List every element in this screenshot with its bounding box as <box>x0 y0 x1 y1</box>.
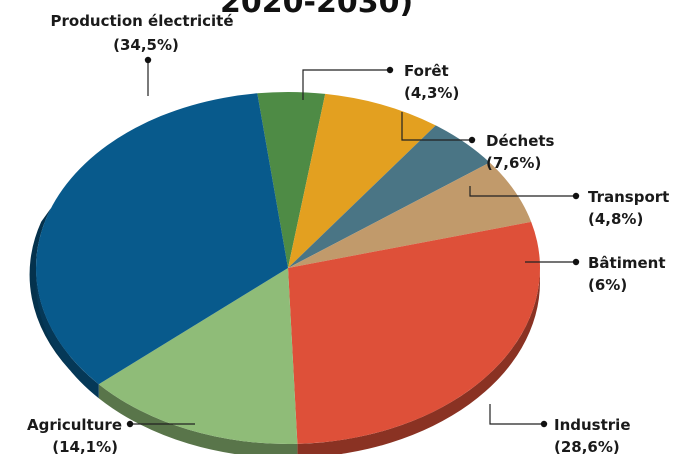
slice-value-batiment: (6%) <box>588 276 627 294</box>
leader-dot-production-electricite <box>144 56 152 64</box>
chart-title: 2020-2030) <box>220 0 413 20</box>
slice-value-transport: (4,8%) <box>588 210 643 228</box>
pie-slice-production-electricite <box>35 93 289 385</box>
pie-slice-industrie <box>288 221 540 444</box>
slice-value-production-electricite: (34,5%) <box>113 36 179 54</box>
leader-line-transport <box>469 186 576 197</box>
slice-label-transport: Transport <box>588 188 669 206</box>
pie-slices <box>35 91 540 444</box>
leader-dot-foret <box>386 66 394 74</box>
slice-value-agriculture: (14,1%) <box>52 438 118 454</box>
slice-label-batiment: Bâtiment <box>588 254 666 272</box>
pie-slice-agriculture <box>98 268 298 444</box>
leader-dot-dechets <box>468 136 476 144</box>
leader-line-industrie <box>489 404 544 425</box>
pie-slice-foret <box>257 91 326 268</box>
slice-label-foret: Forêt <box>404 62 449 80</box>
leader-dot-agriculture <box>126 420 134 428</box>
pie-depth-production-electricite <box>35 268 99 399</box>
slice-label-industrie: Industrie <box>554 416 631 434</box>
pie-slice-transport <box>288 125 490 268</box>
pie-depth <box>29 207 540 454</box>
slice-label-dechets: Déchets <box>486 132 555 150</box>
leader-line-foret <box>302 69 390 100</box>
slice-value-industrie: (28,6%) <box>554 438 620 454</box>
leader-dot-transport <box>572 192 580 200</box>
slice-value-dechets: (7,6%) <box>486 154 541 172</box>
pie-depth-agriculture <box>98 384 298 454</box>
pie-slice-dechets <box>288 93 436 269</box>
pie-labels: Forêt (4,3%) Déchets (7,6%) Transport (4,8%) B… <box>27 12 669 454</box>
slice-label-production-electricite: Production électricité <box>51 12 234 30</box>
slice-value-foret: (4,3%) <box>404 84 459 102</box>
leader-dot-industrie <box>540 420 548 428</box>
slice-label-agriculture: Agriculture <box>27 416 122 434</box>
leader-line-dechets <box>401 112 472 141</box>
leader-dot-batiment <box>572 258 580 266</box>
